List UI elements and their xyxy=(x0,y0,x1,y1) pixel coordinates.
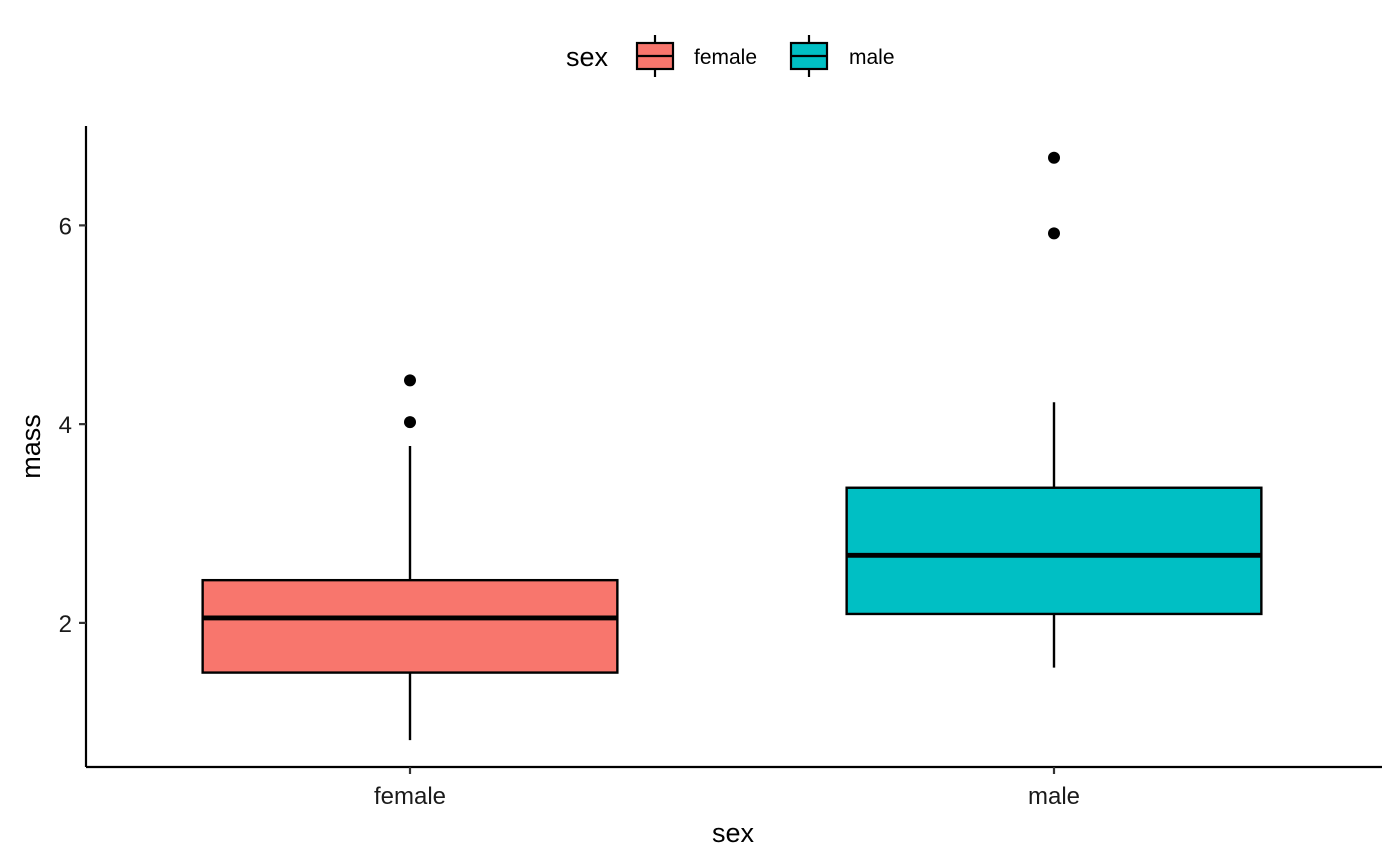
outlier-point xyxy=(1048,151,1060,164)
y-axis-title: mass xyxy=(16,414,46,479)
y-tick-label: 4 xyxy=(59,412,72,439)
x-axis-title: sex xyxy=(712,818,755,848)
x-tick-label: male xyxy=(1028,783,1080,810)
legend-label-female: female xyxy=(694,46,757,69)
axes: 2 4 6 female male sex mass xyxy=(16,126,1382,848)
box-female xyxy=(201,374,619,741)
box-male xyxy=(845,151,1263,668)
outlier-point xyxy=(404,416,416,429)
y-tick-label: 2 xyxy=(59,611,72,638)
box-body xyxy=(201,578,619,674)
x-tick-label: female xyxy=(374,783,446,810)
y-tick-label: 6 xyxy=(59,213,72,240)
outlier-point xyxy=(404,374,416,387)
legend-label-male: male xyxy=(849,46,895,69)
legend-key-female xyxy=(635,35,675,77)
box-body xyxy=(845,486,1263,616)
legend-title: sex xyxy=(566,42,609,72)
outlier-point xyxy=(1048,227,1060,240)
plot-area xyxy=(201,151,1263,741)
legend-key-male xyxy=(789,35,829,77)
legend: sex female male xyxy=(566,35,895,77)
